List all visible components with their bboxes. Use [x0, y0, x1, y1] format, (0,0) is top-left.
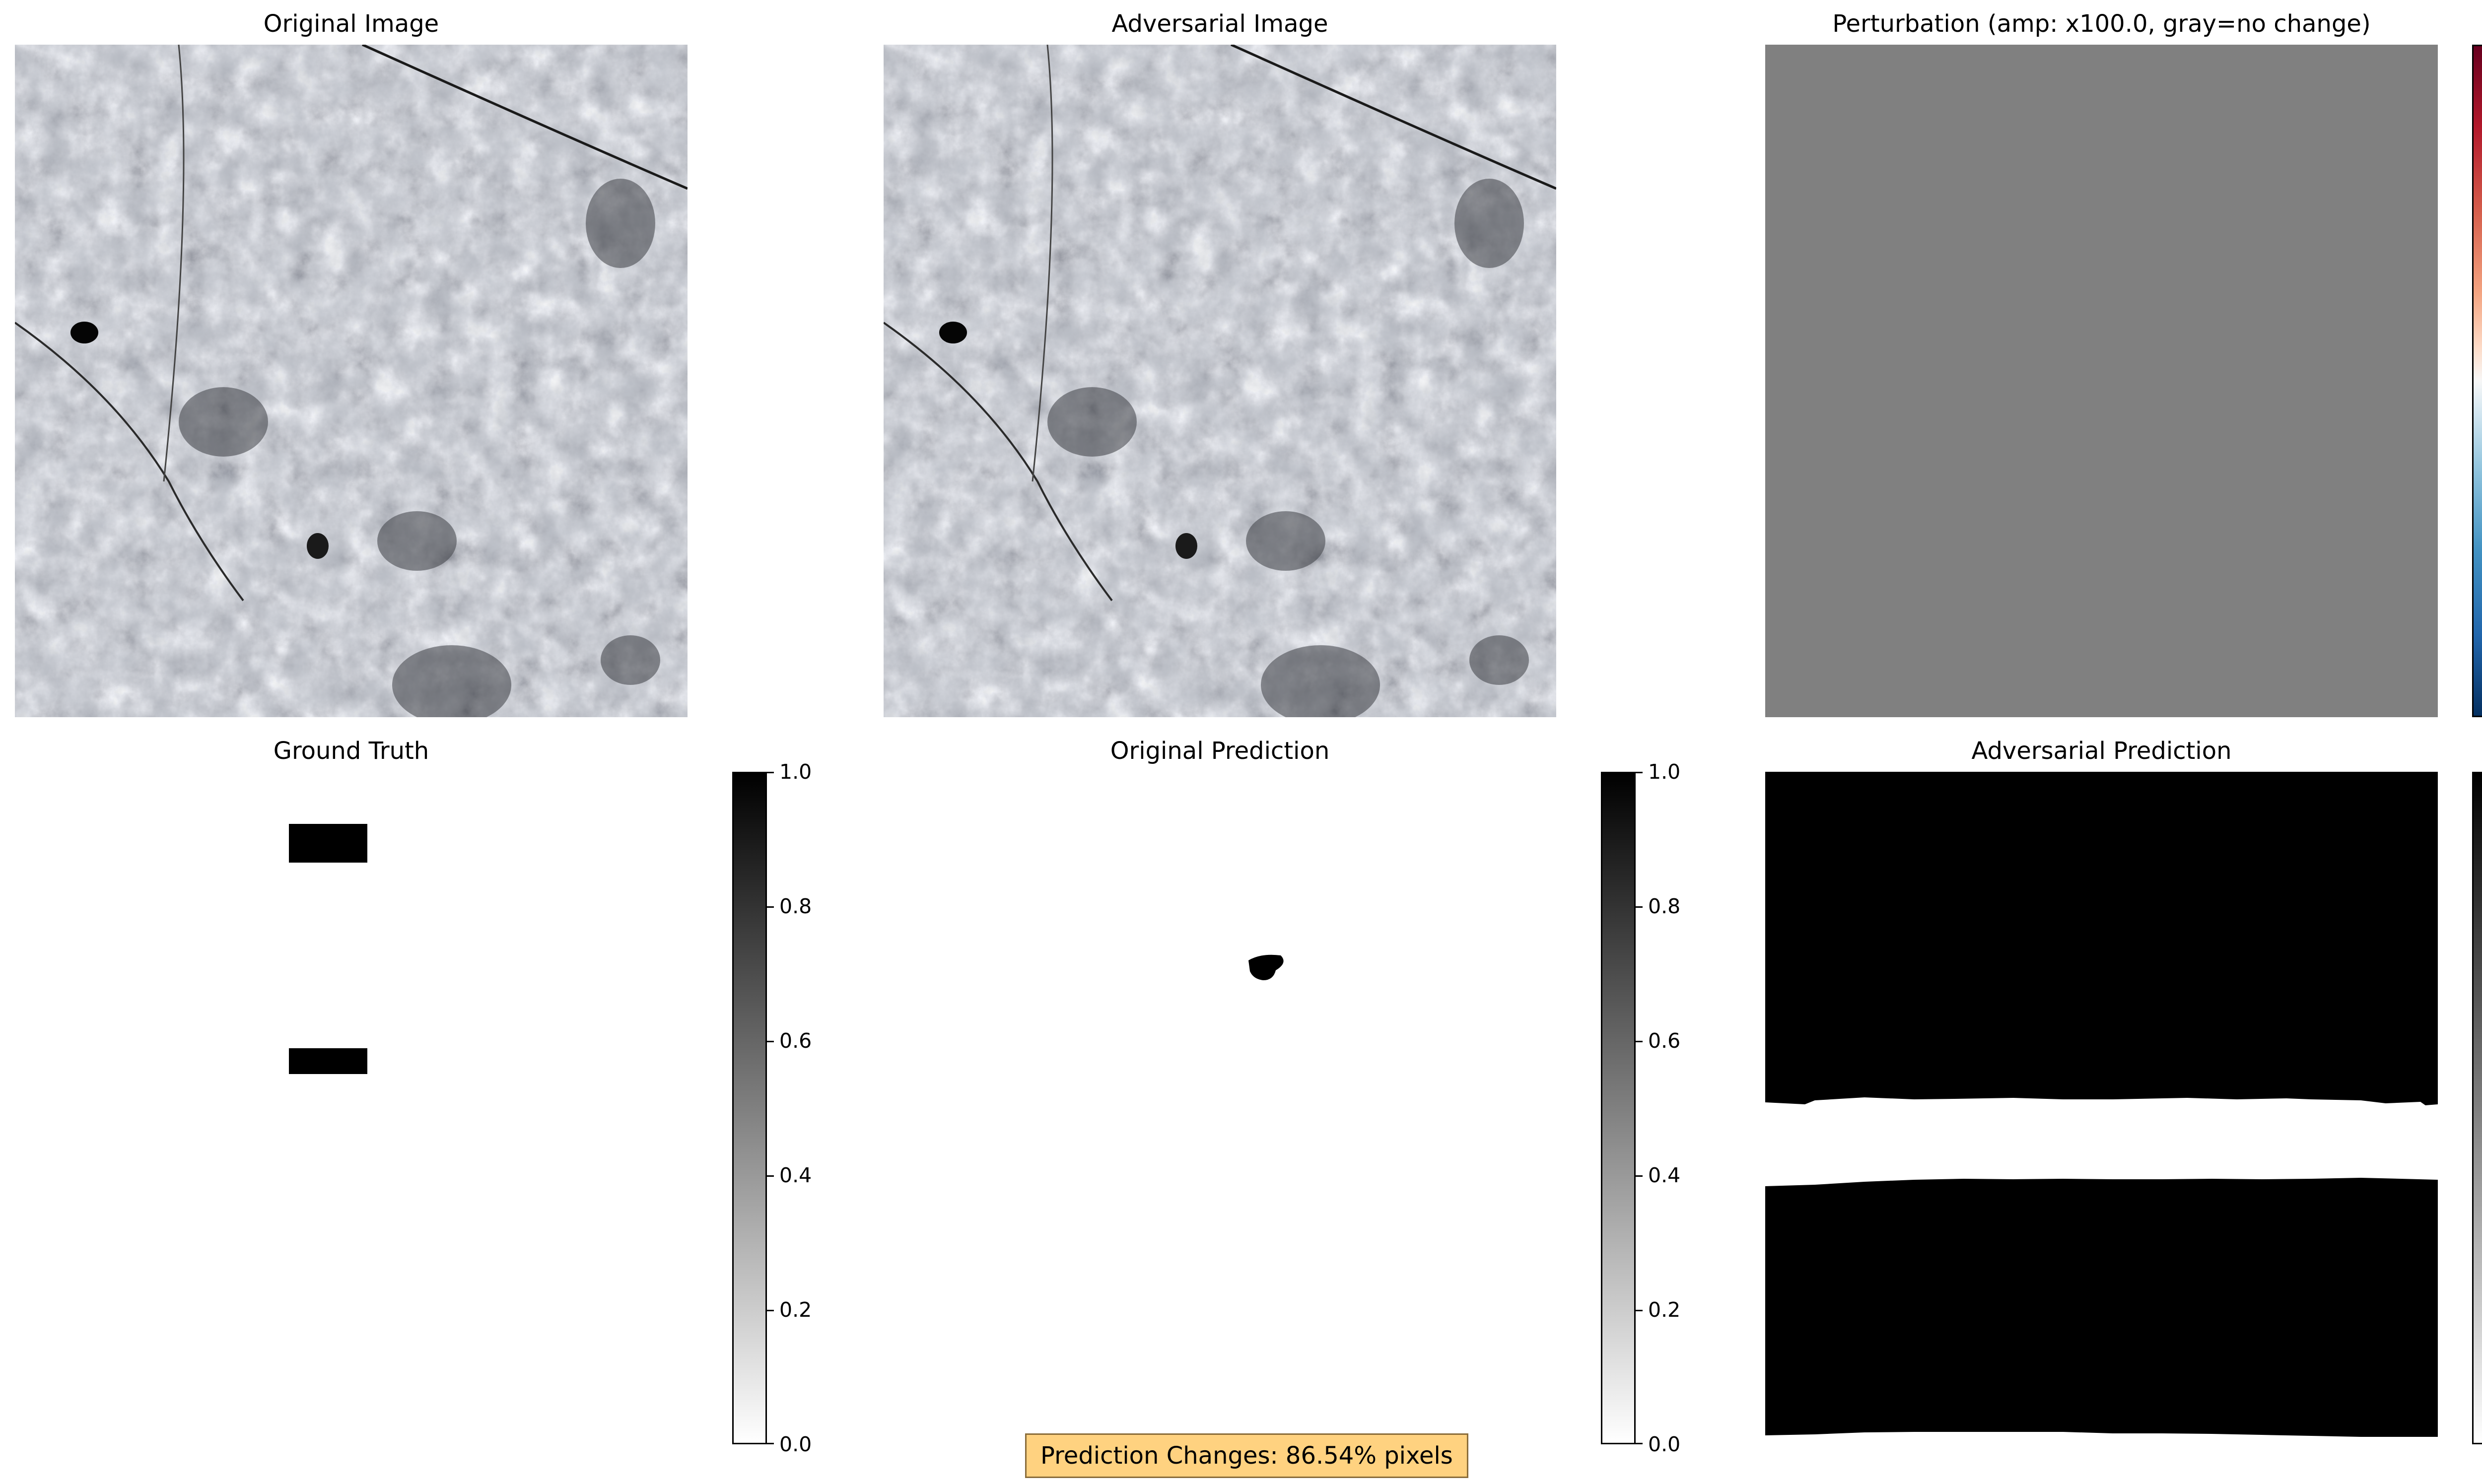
- adversarial-prediction-mask: [1765, 772, 2438, 1444]
- op-tick-label: 0.2: [1648, 1298, 1680, 1322]
- mask-tickmark: [1636, 772, 1643, 773]
- perturbation-colorbar: [2472, 45, 2482, 717]
- perturbation-title: Perturbation (amp: x100.0, gray=no chang…: [1765, 10, 2438, 38]
- mask-tickmark: [767, 1443, 774, 1444]
- mask-tickmark: [1636, 906, 1643, 908]
- adversarial-image: [884, 45, 1556, 717]
- original-prediction-colorbar: [1601, 772, 1636, 1444]
- op-tick-label: 0.8: [1648, 894, 1680, 918]
- original-prediction-title: Original Prediction: [884, 737, 1556, 765]
- op-tick-label: 0.6: [1648, 1029, 1680, 1053]
- gt-tick-label: 0.4: [779, 1163, 812, 1187]
- mask-tickmark: [767, 1310, 774, 1311]
- adv-pred-region-top: [1765, 772, 2438, 1105]
- adversarial-terrain-svg: [884, 45, 1556, 717]
- adv-pred-svg: [1765, 772, 2438, 1444]
- original-prediction-mask: [884, 772, 1556, 1444]
- original-image: [15, 45, 688, 717]
- op-tick-label: 0.0: [1648, 1432, 1680, 1456]
- original-image-title: Original Image: [15, 10, 688, 38]
- adversarial-image-title: Adversarial Image: [884, 10, 1556, 38]
- op-tick-label: 0.4: [1648, 1163, 1680, 1187]
- gt-tick-label: 1.0: [779, 760, 812, 784]
- mask-tickmark: [1636, 1443, 1643, 1444]
- mask-tickmark: [1636, 1175, 1643, 1177]
- gt-tick-label: 0.8: [779, 894, 812, 918]
- gt-region: [289, 824, 367, 863]
- ground-truth-colorbar: [732, 772, 767, 1444]
- perturbation-map: [1765, 45, 2438, 717]
- gt-tick-label: 0.2: [779, 1298, 812, 1322]
- mask-tickmark: [767, 1175, 774, 1177]
- orig-pred-region: [1248, 955, 1284, 980]
- orig-pred-svg: [884, 772, 1556, 1444]
- op-tick-label: 1.0: [1648, 760, 1680, 784]
- mask-tickmark: [1636, 1310, 1643, 1311]
- gt-region: [289, 1048, 367, 1074]
- mask-tickmark: [767, 906, 774, 908]
- ground-truth-title: Ground Truth: [15, 737, 688, 765]
- mask-tickmark: [767, 1041, 774, 1042]
- adversarial-prediction-colorbar: [2472, 772, 2482, 1444]
- gt-tick-label: 0.6: [779, 1029, 812, 1053]
- mask-tickmark: [1636, 1041, 1643, 1042]
- adversarial-prediction-title: Adversarial Prediction: [1765, 737, 2438, 765]
- ground-truth-mask: [15, 772, 688, 1444]
- original-terrain-svg: [15, 45, 688, 717]
- mask-tickmark: [767, 772, 774, 773]
- prediction-changes-badge: Prediction Changes: 86.54% pixels: [1025, 1433, 1468, 1478]
- gt-tick-label: 0.0: [779, 1432, 812, 1456]
- adv-pred-region-bottom: [1765, 1178, 2438, 1437]
